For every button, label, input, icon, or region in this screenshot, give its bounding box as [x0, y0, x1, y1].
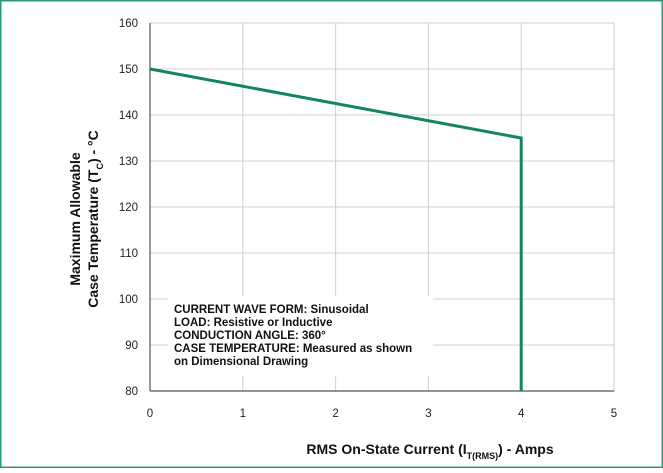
- y-tick-label: 90: [125, 340, 138, 352]
- x-axis-title: RMS On-State Current (IT(RMS)) - Amps: [306, 441, 553, 461]
- y-tick-label: 130: [119, 156, 138, 168]
- y-tick-label: 110: [120, 248, 138, 260]
- y-tick-label: 80: [125, 386, 138, 398]
- x-tick-label: 0: [147, 408, 153, 420]
- annotation-line: CONDUCTION ANGLE: 360°: [174, 330, 326, 342]
- series-line: [149, 67, 523, 391]
- y-tick-label: 160: [119, 18, 138, 30]
- y-tick-label: 140: [119, 110, 138, 122]
- y-tick-label: 120: [119, 202, 138, 214]
- annotation-line: on Dimensional Drawing: [174, 356, 308, 368]
- annotation-line: CASE TEMPERATURE: Measured as shown: [174, 343, 412, 355]
- annotation-box: CURRENT WAVE FORM: Sinusoidal LOAD: Resi…: [174, 300, 417, 368]
- y-tick-label: 100: [119, 294, 138, 306]
- y-axis-title-line1: Maximum Allowable: [67, 152, 83, 286]
- x-tick-label: 4: [518, 408, 525, 420]
- x-tick-label: 2: [332, 408, 338, 420]
- tick-layer: 0 1 2 3 4 5 160 150 140 130 120 110 100 90 80: [119, 18, 617, 420]
- series-layer: [149, 67, 523, 391]
- note-background: [168, 296, 433, 376]
- x-tick-label: 1: [240, 408, 246, 420]
- x-tick-label: 5: [611, 408, 617, 420]
- annotation-line: CURRENT WAVE FORM: Sinusoidal: [174, 304, 369, 316]
- x-tick-label: 3: [425, 408, 431, 420]
- annotation-line: LOAD: Resistive or Inductive: [174, 317, 332, 329]
- axis-layer: [149, 23, 614, 392]
- y-axis-title-line2: Case Temperature (TC) - °C: [85, 130, 105, 308]
- y-tick-label: 150: [119, 64, 138, 76]
